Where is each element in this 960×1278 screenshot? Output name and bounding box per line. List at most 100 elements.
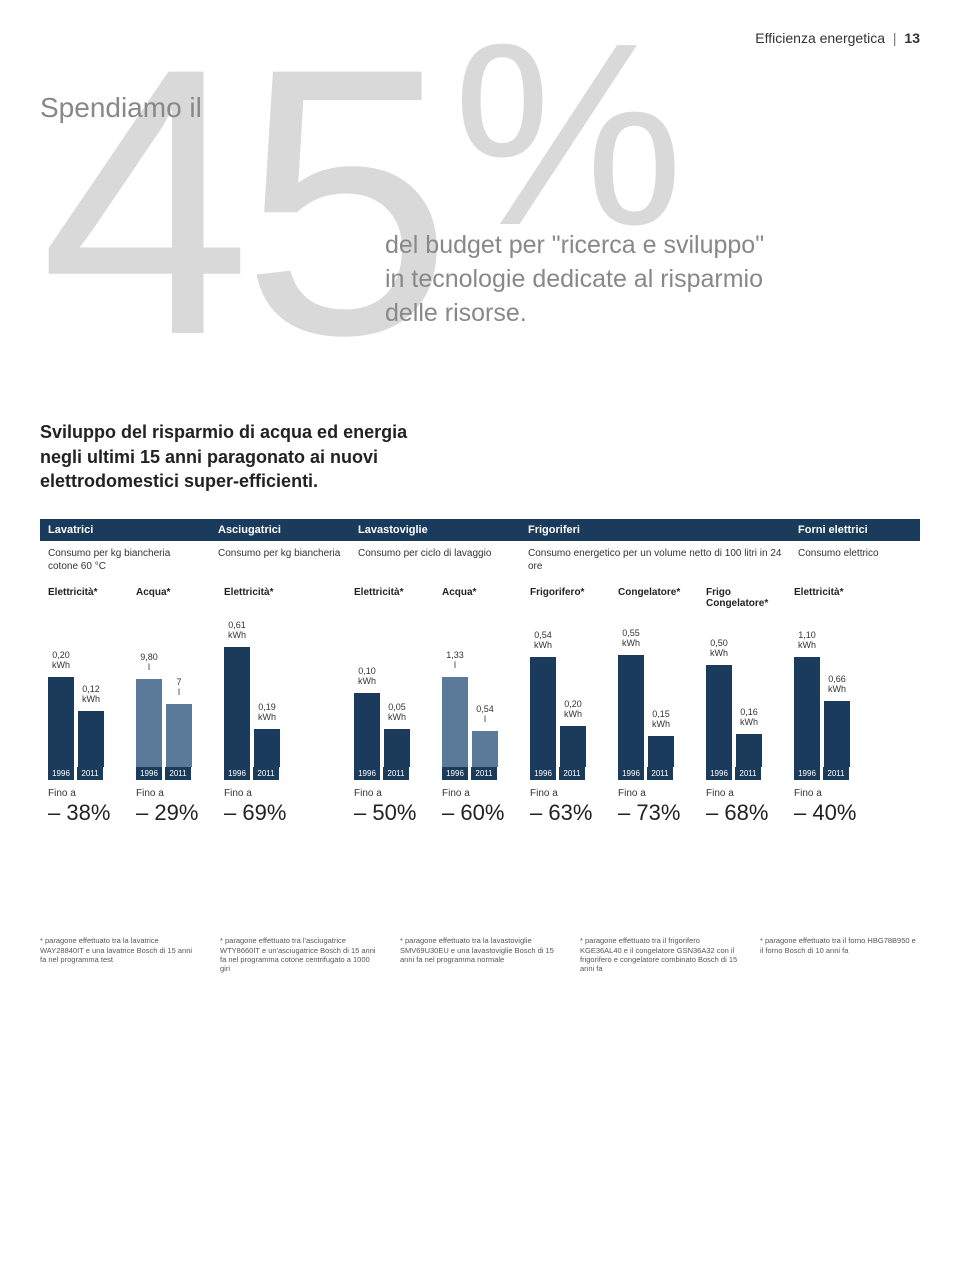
intro-text: Sviluppo del risparmio di acqua ed energ… xyxy=(40,420,440,493)
bar-chart: 0,55kWh 0,15kWh xyxy=(610,617,698,767)
saving-label: Fino a xyxy=(706,788,778,799)
bar-label-2011: 0,15kWh xyxy=(652,710,670,730)
saving-value: – 73% xyxy=(618,800,690,826)
year-new: 2011 xyxy=(253,767,279,780)
chart-group: 9,80l7l xyxy=(128,617,216,767)
year-old: 1996 xyxy=(618,767,644,780)
category-header-row: Lavatrici Asciugatrici Lavastoviglie Fri… xyxy=(40,519,920,541)
metric-0: Elettricità* xyxy=(40,587,128,609)
year-new: 2011 xyxy=(383,767,409,780)
bar-2011: 0,66kWh xyxy=(824,701,850,767)
bar-chart: 0,50kWh 0,16kWh xyxy=(698,617,786,767)
years-group: 19962011 xyxy=(40,767,128,780)
bar-label-1996: 9,80l xyxy=(140,653,158,673)
saving-value: – 29% xyxy=(136,800,208,826)
data-table: Lavatrici Asciugatrici Lavastoviglie Fri… xyxy=(40,519,920,826)
year-new: 2011 xyxy=(735,767,761,780)
bar-chart: 0,10kWh0,05kWh xyxy=(346,617,434,767)
hero-percent: % xyxy=(453,34,674,237)
bar-label-2011: 0,54l xyxy=(476,705,494,725)
years-group: 19962011 xyxy=(346,767,434,780)
saving-value: – 38% xyxy=(48,800,120,826)
saving-label: Fino a xyxy=(618,788,690,799)
saving-block: Fino a– 29% xyxy=(128,788,216,826)
saving-block: Fino a– 68% xyxy=(698,788,786,826)
chart-group: 0,61kWh 0,19kWh xyxy=(216,617,346,767)
metric-8: Elettricità* xyxy=(786,587,906,609)
bar-label-1996: 0,50kWh xyxy=(710,639,728,659)
bar-1996: 0,20kWh xyxy=(48,677,74,767)
saving-value: – 63% xyxy=(530,800,602,826)
year-old: 1996 xyxy=(530,767,556,780)
hero-block: Spendiamo il 45 % del budget per "ricerc… xyxy=(40,54,920,350)
desc-frigoriferi: Consumo energetico per un volume netto d… xyxy=(520,541,790,587)
desc-forni: Consumo elettrico xyxy=(790,541,920,587)
bar-chart: 1,33l 0,54l xyxy=(434,617,522,767)
hero-sub-line1: del budget per "ricerca e sviluppo" xyxy=(385,229,764,263)
metric-4: Acqua* xyxy=(434,587,522,609)
bar-label-1996: 1,10kWh xyxy=(798,631,816,651)
saving-label: Fino a xyxy=(136,788,208,799)
category-desc-row: Consumo per kg biancheria cotone 60 °C C… xyxy=(40,541,920,587)
saving-label: Fino a xyxy=(442,788,514,799)
bar-label-1996: 0,55kWh xyxy=(622,629,640,649)
saving-value: – 69% xyxy=(224,800,338,826)
year-old: 1996 xyxy=(224,767,250,780)
bar-label-2011: 0,66kWh xyxy=(828,675,846,695)
saving-block: Fino a– 60% xyxy=(434,788,522,826)
chart-group: 1,33l 0,54l xyxy=(434,617,522,767)
bar-label-2011: 0,05kWh xyxy=(388,703,406,723)
hero-sub-line2: in tecnologie dedicate al risparmio xyxy=(385,263,764,297)
chart-group: 0,50kWh 0,16kWh xyxy=(698,617,786,767)
metrics-row: Elettricità* Acqua* Elettricità* Elettri… xyxy=(40,587,920,617)
section-title: Efficienza energetica xyxy=(755,30,885,46)
metric-3: Elettricità* xyxy=(346,587,434,609)
year-new: 2011 xyxy=(559,767,585,780)
bar-label-2011: 0,16kWh xyxy=(740,708,758,728)
footnote-4: * paragone effettuato tra il forno HBG78… xyxy=(760,936,920,974)
cat-frigoriferi: Frigoriferi xyxy=(520,519,790,541)
cat-lavastoviglie: Lavastoviglie xyxy=(350,519,520,541)
saving-value: – 60% xyxy=(442,800,514,826)
years-row: 1996201119962011199620111996201119962011… xyxy=(40,767,920,780)
bar-label-1996: 0,20kWh xyxy=(52,651,70,671)
bar-1996: 0,55kWh xyxy=(618,655,644,767)
hero-lead: Spendiamo il xyxy=(40,92,202,124)
bar-1996: 0,10kWh xyxy=(354,693,380,767)
year-new: 2011 xyxy=(165,767,191,780)
year-old: 1996 xyxy=(354,767,380,780)
chart-group: 1,10kWh0,66kWh xyxy=(786,617,906,767)
years-group: 19962011 xyxy=(698,767,786,780)
footnote-1: * paragone effettuato tra l'asciugatrice… xyxy=(220,936,380,974)
footnotes: * paragone effettuato tra la lavatrice W… xyxy=(40,936,920,974)
footnote-2: * paragone effettuato tra la lavastovigl… xyxy=(400,936,560,974)
year-old: 1996 xyxy=(706,767,732,780)
bar-2011: 0,19kWh xyxy=(254,729,280,767)
desc-asciugatrici: Consumo per kg biancheria xyxy=(210,541,350,587)
bar-2011: 0,05kWh xyxy=(384,729,410,767)
bar-label-1996: 0,61kWh xyxy=(228,621,246,641)
saving-block: Fino a– 63% xyxy=(522,788,610,826)
bar-1996: 0,50kWh xyxy=(706,665,732,767)
metric-6: Congelatore* xyxy=(610,587,698,609)
year-old: 1996 xyxy=(442,767,468,780)
metric-5: Frigorifero* xyxy=(522,587,610,609)
bar-label-1996: 0,10kWh xyxy=(358,667,376,687)
bar-1996: 1,10kWh xyxy=(794,657,820,767)
bar-1996: 0,54kWh xyxy=(530,657,556,767)
metric-2: Elettricità* xyxy=(216,587,346,609)
desc-lavatrici: Consumo per kg biancheria cotone 60 °C xyxy=(40,541,210,587)
bar-2011: 0,12kWh xyxy=(78,711,104,767)
years-group: 19962011 xyxy=(216,767,346,780)
bar-label-2011: 0,12kWh xyxy=(82,685,100,705)
chart-group: 0,54kWh0,20kWh xyxy=(522,617,610,767)
bar-chart: 0,61kWh 0,19kWh xyxy=(216,617,346,767)
years-group: 19962011 xyxy=(610,767,698,780)
chart-group: 0,10kWh0,05kWh xyxy=(346,617,434,767)
bar-1996: 9,80l xyxy=(136,679,162,767)
year-new: 2011 xyxy=(77,767,103,780)
bar-chart: 0,54kWh0,20kWh xyxy=(522,617,610,767)
bar-1996: 1,33l xyxy=(442,677,468,767)
cat-lavatrici: Lavatrici xyxy=(40,519,210,541)
saving-block: Fino a– 50% xyxy=(346,788,434,826)
